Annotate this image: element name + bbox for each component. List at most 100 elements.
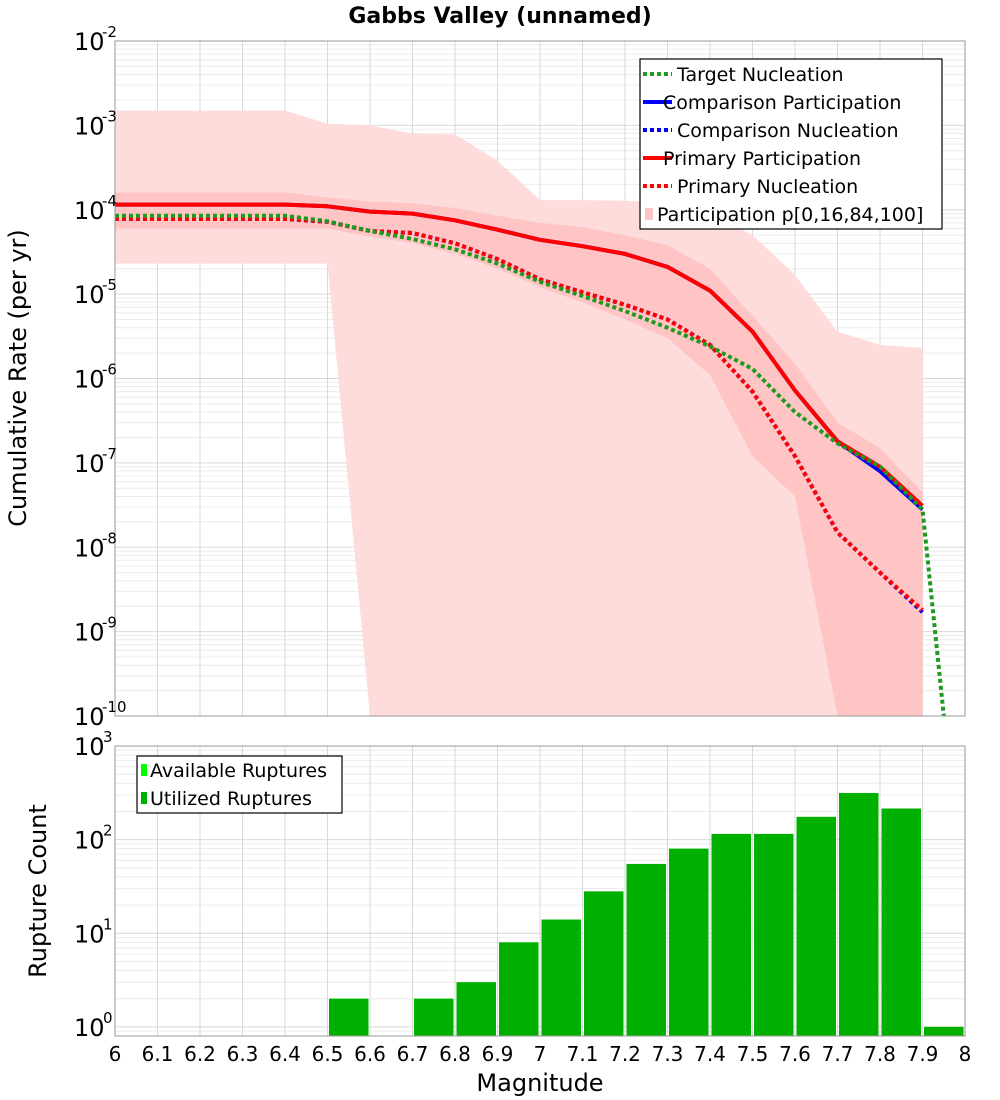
rate-y-tick-exponent: -8 bbox=[102, 529, 117, 547]
x-tick-label: 6.1 bbox=[142, 1042, 174, 1066]
utilized-rupture-bar bbox=[626, 863, 666, 1036]
rate-y-ticks: 10-210-310-410-510-610-710-810-910-10 bbox=[74, 23, 127, 731]
utilized-rupture-bar bbox=[414, 998, 454, 1036]
rate-y-tick-exponent: -4 bbox=[102, 192, 117, 210]
utilized-rupture-bar bbox=[584, 891, 624, 1036]
rupture-y-tick-exponent: 1 bbox=[103, 915, 113, 933]
rupture-legend-swatch bbox=[141, 764, 147, 776]
legend-label: Participation p[0,16,84,100] bbox=[657, 204, 923, 226]
rate-y-tick-exponent: -9 bbox=[102, 614, 117, 632]
rupture-x-ticks: 6 6.1 6.2 6.3 6.4 6.5 6.6 6.7 6.8 6.9 7 7.1 7.2 7.3 7.… bbox=[109, 1042, 972, 1066]
rupture-y-tick: 102 bbox=[74, 822, 113, 855]
series-target-nucleation bbox=[115, 213, 946, 717]
rupture-y-tick-exponent: 3 bbox=[103, 728, 113, 746]
rate-y-tick: 10-8 bbox=[74, 529, 117, 562]
rate-y-tick: 10-10 bbox=[74, 698, 127, 731]
utilized-rupture-bar bbox=[881, 808, 921, 1036]
utilized-rupture-bar bbox=[711, 833, 751, 1036]
rate-y-tick-exponent: -6 bbox=[102, 361, 117, 379]
x-tick-label: 7.2 bbox=[609, 1042, 641, 1066]
x-tick-label: 7.1 bbox=[567, 1042, 599, 1066]
utilized-rupture-bar bbox=[456, 982, 496, 1036]
legend-swatch-box bbox=[645, 208, 653, 220]
utilized-rupture-bar bbox=[329, 998, 369, 1036]
utilized-rupture-bar bbox=[839, 792, 879, 1036]
rate-y-tick: 10-3 bbox=[74, 107, 117, 140]
x-tick-label: 8 bbox=[959, 1042, 972, 1066]
legend-label: Primary Participation bbox=[663, 148, 861, 170]
rupture-y-tick-exponent: 2 bbox=[103, 822, 113, 840]
rate-y-tick-base: 10 bbox=[74, 703, 105, 731]
rupture-y-tick-base: 10 bbox=[74, 1014, 105, 1042]
rate-y-tick-base: 10 bbox=[74, 112, 105, 140]
x-tick-label: 6.4 bbox=[269, 1042, 301, 1066]
rupture-y-tick-base: 10 bbox=[74, 827, 105, 855]
utilized-rupture-bar bbox=[796, 816, 836, 1036]
x-tick-label: 6 bbox=[109, 1042, 122, 1066]
rate-legend: Target Nucleation Comparison Participatio… bbox=[639, 58, 943, 230]
rupture-legend-box bbox=[136, 755, 343, 814]
rate-y-tick: 10-6 bbox=[74, 361, 117, 394]
utilized-rupture-bar bbox=[924, 1026, 964, 1036]
chart-title: Gabbs Valley (unnamed) bbox=[348, 4, 651, 29]
x-tick-label: 6.2 bbox=[184, 1042, 216, 1066]
rate-y-tick: 10-9 bbox=[74, 614, 117, 647]
rate-legend-box bbox=[639, 58, 943, 230]
legend-label: Comparison Nucleation bbox=[677, 120, 899, 142]
rate-y-tick-base: 10 bbox=[74, 281, 105, 309]
rupture-y-tick-exponent: 0 bbox=[103, 1009, 113, 1027]
rate-plot-frame bbox=[114, 40, 966, 717]
rupture-bars bbox=[329, 792, 964, 1036]
rupture-y-tick: 101 bbox=[74, 915, 113, 948]
band-p0-p100 bbox=[115, 110, 923, 716]
x-axis-label: Magnitude bbox=[476, 1069, 603, 1097]
x-tick-label: 6.7 bbox=[397, 1042, 429, 1066]
rate-y-tick-exponent: -10 bbox=[102, 698, 127, 716]
rate-series-lines bbox=[115, 202, 946, 717]
x-tick-label: 6.8 bbox=[439, 1042, 471, 1066]
rate-y-axis-label: Cumulative Rate (per yr) bbox=[4, 229, 32, 527]
x-tick-label: 7.5 bbox=[737, 1042, 769, 1066]
percentile-bands bbox=[115, 110, 923, 716]
rupture-y-tick: 100 bbox=[74, 1009, 113, 1042]
rate-y-tick: 10-4 bbox=[74, 192, 117, 225]
x-tick-label: 7.8 bbox=[864, 1042, 896, 1066]
rupture-y-axis-label: Rupture Count bbox=[24, 804, 52, 978]
rupture-y-tick-base: 10 bbox=[74, 920, 105, 948]
x-tick-label: 6.6 bbox=[354, 1042, 386, 1066]
rate-panel: 10-210-310-410-510-610-710-810-910-10 Ta… bbox=[74, 23, 966, 731]
rupture-y-tick-base: 10 bbox=[74, 733, 105, 761]
series-primary-participation bbox=[115, 202, 924, 508]
rate-y-tick-base: 10 bbox=[74, 534, 105, 562]
rate-y-tick-base: 10 bbox=[74, 619, 105, 647]
rate-y-tick-base: 10 bbox=[74, 28, 105, 56]
rupture-legend-label: Available Ruptures bbox=[150, 760, 327, 782]
utilized-rupture-bar bbox=[669, 848, 709, 1036]
utilized-rupture-bar bbox=[754, 833, 794, 1036]
rate-y-tick-base: 10 bbox=[74, 197, 105, 225]
rate-y-tick: 10-2 bbox=[74, 23, 117, 56]
rupture-legend-label: Utilized Ruptures bbox=[150, 788, 312, 810]
legend-label: Comparison Participation bbox=[663, 92, 901, 114]
x-tick-label: 6.5 bbox=[312, 1042, 344, 1066]
x-tick-label: 7.9 bbox=[907, 1042, 939, 1066]
utilized-rupture-bar bbox=[499, 942, 539, 1036]
rate-y-tick-base: 10 bbox=[74, 450, 105, 478]
x-tick-label: 6.9 bbox=[482, 1042, 514, 1066]
x-tick-label: 6.3 bbox=[227, 1042, 259, 1066]
rate-y-tick-exponent: -5 bbox=[102, 276, 117, 294]
legend-label: Primary Nucleation bbox=[677, 176, 858, 198]
rupture-legend: Available Ruptures Utilized Ruptures bbox=[136, 755, 343, 814]
rate-y-tick-exponent: -2 bbox=[102, 23, 117, 41]
rate-y-tick-exponent: -3 bbox=[102, 107, 117, 125]
rate-y-tick-exponent: -7 bbox=[102, 445, 117, 463]
rupture-legend-swatch bbox=[141, 792, 147, 804]
rate-y-tick: 10-7 bbox=[74, 445, 117, 478]
x-tick-label: 7.3 bbox=[652, 1042, 684, 1066]
utilized-rupture-bar bbox=[541, 919, 581, 1036]
band-p16-p84 bbox=[115, 192, 923, 716]
rate-y-tick: 10-5 bbox=[74, 276, 117, 309]
